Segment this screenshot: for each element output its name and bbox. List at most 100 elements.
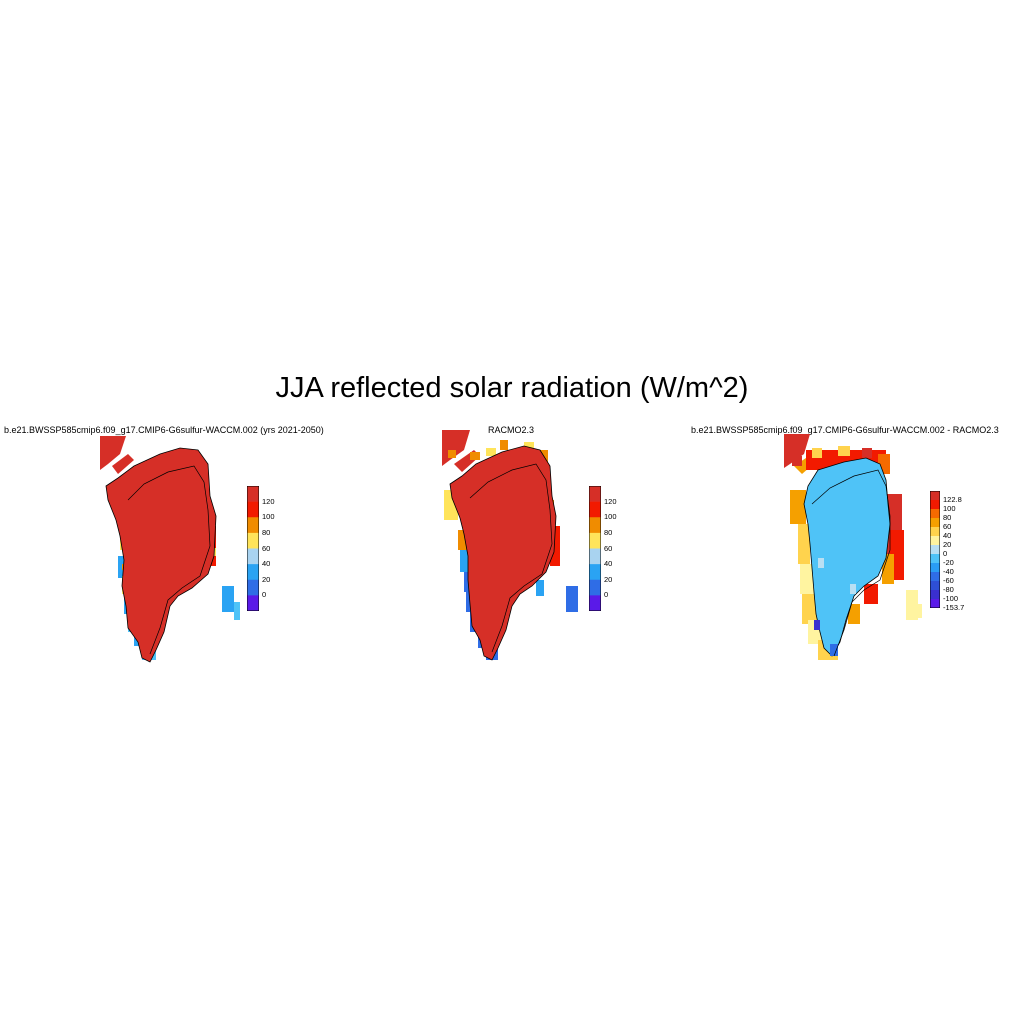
colorbar-swatch <box>247 579 259 596</box>
colorbar-tick-label: 80 <box>262 527 271 537</box>
colorbar-tick-label: 40 <box>943 531 952 540</box>
colorbar-swatch <box>247 517 259 534</box>
coastline <box>811 469 891 657</box>
colorbar-swatch <box>247 564 259 581</box>
colorbar-swatch <box>247 486 259 502</box>
map-cell <box>830 644 838 656</box>
colorbar-tick-label: 80 <box>604 527 613 537</box>
map-cell <box>222 586 234 612</box>
map-cell <box>862 448 872 458</box>
colorbar-swatch <box>930 554 940 564</box>
map-cell <box>100 436 126 470</box>
colorbar-tick-label: 80 <box>943 513 952 522</box>
colorbar-swatch <box>930 572 940 582</box>
map-cell <box>800 564 814 594</box>
colorbar-swatch <box>930 536 940 546</box>
ice-sheet <box>803 457 891 657</box>
colorbar-swatch <box>589 548 601 565</box>
colorbar-tick-label: -153.7 <box>943 603 965 612</box>
colorbar-tick-label: 100 <box>604 512 617 522</box>
colorbar-swatch <box>930 563 940 573</box>
map-cell <box>818 558 824 568</box>
colorbar-swatch <box>589 564 601 581</box>
coastline <box>127 465 211 655</box>
colorbar-swatch <box>589 486 601 502</box>
colorbar-tick-label: -100 <box>943 594 959 603</box>
map-cell <box>566 586 578 612</box>
panel-racmo-subtitle: RACMO2.3 <box>488 425 535 435</box>
colorbar-swatch <box>589 501 601 518</box>
map-cell <box>906 590 918 620</box>
colorbar-tick-label: 20 <box>262 574 271 584</box>
map-cell <box>790 490 806 524</box>
colorbar-swatch <box>930 509 940 519</box>
colorbar-tick-label: -20 <box>943 558 954 567</box>
map-cell <box>500 440 508 450</box>
map-cell <box>812 448 822 458</box>
colorbar-swatch <box>930 491 940 501</box>
map-cell <box>470 452 480 460</box>
colorbar-swatch <box>930 545 940 555</box>
greenland-map-racmo <box>442 430 578 661</box>
map-cell <box>536 580 544 596</box>
colorbar-racmo <box>589 486 601 611</box>
colorbar-swatch <box>930 581 940 591</box>
colorbar-swatch <box>930 527 940 537</box>
colorbar-tick-label: 122.8 <box>943 495 962 504</box>
colorbar-swatch <box>930 590 940 600</box>
colorbar-swatch <box>930 599 940 608</box>
ice-sheet <box>449 445 557 661</box>
colorbar-tick-label: -40 <box>943 567 954 576</box>
colorbar-tick-label: 60 <box>604 543 613 553</box>
figure-title: JJA reflected solar radiation (W/m^2) <box>275 372 749 404</box>
map-cell <box>838 446 850 456</box>
map-cell <box>848 604 860 624</box>
colorbar-tick-label: 60 <box>262 543 271 553</box>
colorbar-swatch <box>589 579 601 596</box>
colorbar-tick-label: 40 <box>604 559 613 569</box>
colorbar-difference <box>930 491 940 608</box>
colorbar-swatch <box>589 532 601 549</box>
panel-model-subtitle: b.e21.BWSSP585cmip6.f09_g17.CMIP6-G6sulf… <box>4 425 324 435</box>
map-cell <box>550 526 560 566</box>
map-cell <box>792 456 802 466</box>
colorbar-tick-label: 20 <box>604 574 613 584</box>
colorbar-tick-label: 40 <box>262 559 271 569</box>
map-cell <box>458 530 468 550</box>
map-cell <box>814 620 820 630</box>
map-cell <box>802 594 818 624</box>
colorbar-swatch <box>247 501 259 518</box>
colorbar-model <box>247 486 259 611</box>
map-cell <box>448 450 456 458</box>
map-cell <box>784 434 810 468</box>
map-cell <box>864 584 878 604</box>
colorbar-frame <box>930 491 940 608</box>
map-cell <box>112 454 134 474</box>
colorbar-tick-label: 120 <box>604 496 617 506</box>
coastline <box>469 463 553 653</box>
colorbar-frame <box>589 486 601 611</box>
ice-sheet <box>105 447 217 663</box>
colorbar-swatch <box>247 595 259 611</box>
colorbar-tick-label: 0 <box>943 549 948 558</box>
colorbar-tick-label: -60 <box>943 576 954 585</box>
colorbar-tick-label: 0 <box>604 590 609 600</box>
colorbar-swatch <box>930 518 940 528</box>
colorbar-tick-label: 100 <box>262 512 275 522</box>
map-cell <box>882 554 894 584</box>
map-cell <box>460 550 470 572</box>
colorbar-tick-label: 0 <box>262 590 267 600</box>
panel-diff-subtitle: b.e21.BWSSP585cmip6.f09_g17.CMIP6-G6sulf… <box>691 425 999 435</box>
colorbar-tick-label: 120 <box>262 496 275 506</box>
greenland-map-difference <box>784 434 922 660</box>
map-cell <box>850 584 856 594</box>
map-cell <box>798 524 810 564</box>
map-cell <box>486 448 496 456</box>
map-cell <box>916 604 922 618</box>
colorbar-tick-label: -80 <box>943 585 954 594</box>
colorbar-tick-label: 20 <box>943 540 952 549</box>
colorbar-tick-label: 100 <box>943 504 956 513</box>
colorbar-frame <box>247 486 259 611</box>
colorbar-tick-label: 60 <box>943 522 952 531</box>
colorbar-swatch <box>589 517 601 534</box>
